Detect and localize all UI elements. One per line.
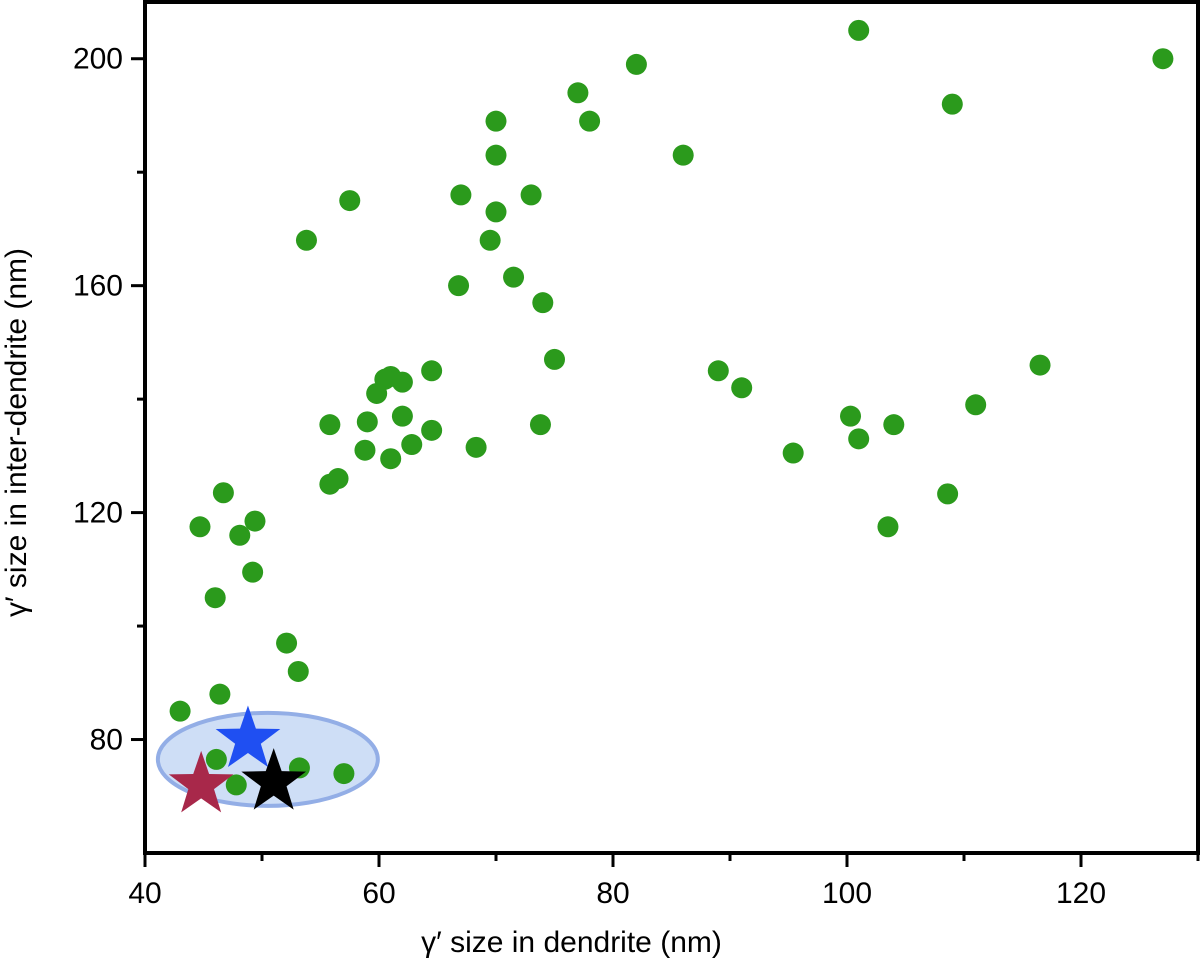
data-point	[782, 442, 804, 464]
data-point	[941, 93, 963, 115]
data-point	[840, 405, 862, 427]
star-marker-1	[215, 705, 281, 768]
data-point	[356, 411, 378, 433]
data-point	[848, 19, 870, 41]
data-point	[354, 439, 376, 461]
y-tick-label: 120	[73, 497, 123, 530]
data-point	[848, 428, 870, 450]
x-axis-label: γ′ size in dendrite (nm)	[421, 926, 722, 959]
data-point	[485, 144, 507, 166]
data-point	[544, 348, 565, 370]
data-point	[229, 524, 251, 546]
data-point	[244, 510, 266, 532]
data-point	[520, 184, 542, 206]
x-tick-label: 120	[1056, 877, 1106, 910]
data-point	[625, 53, 647, 75]
data-point	[225, 774, 247, 796]
x-tick-label: 100	[822, 877, 872, 910]
data-point	[450, 184, 472, 206]
star-marker-3	[241, 748, 307, 810]
data-point	[380, 448, 402, 470]
data-point	[532, 292, 554, 314]
data-point	[366, 382, 388, 404]
data-point	[529, 414, 551, 436]
y-axis-ticks: 80 120 160 200	[73, 43, 145, 757]
data-point	[287, 660, 309, 682]
data-point	[567, 82, 589, 104]
data-point	[319, 414, 341, 436]
y-tick-label: 200	[73, 43, 123, 76]
data-point	[189, 516, 211, 538]
data-point	[333, 763, 355, 785]
data-point	[731, 377, 753, 399]
data-point	[169, 700, 191, 722]
highlight-stars	[168, 705, 307, 813]
data-point	[391, 371, 413, 393]
data-point	[276, 632, 298, 654]
data-point	[421, 419, 443, 441]
data-point	[479, 229, 501, 251]
data-point	[204, 587, 226, 609]
data-point	[295, 229, 317, 251]
data-point	[937, 483, 959, 505]
data-point	[877, 516, 899, 538]
x-tick-label: 80	[596, 877, 629, 910]
data-point	[209, 683, 231, 705]
data-point	[1152, 48, 1174, 70]
data-point	[485, 110, 507, 132]
data-point	[465, 436, 487, 458]
x-tick-label: 40	[128, 877, 161, 910]
y-tick-label: 160	[73, 270, 123, 303]
data-point	[212, 482, 234, 504]
data-point	[421, 360, 443, 382]
data-point	[448, 275, 470, 297]
data-point	[391, 405, 413, 427]
data-point	[1029, 354, 1051, 376]
data-point	[672, 144, 694, 166]
plot-frame	[143, 0, 1200, 855]
data-point	[205, 748, 227, 770]
data-point	[242, 561, 264, 583]
x-axis-ticks: 40 60 80 100 120	[128, 853, 1200, 910]
data-point	[707, 360, 729, 382]
data-point	[485, 201, 507, 223]
data-point	[401, 434, 423, 456]
data-point	[503, 266, 525, 288]
data-points	[169, 19, 1174, 796]
data-point	[883, 414, 905, 436]
star-marker-2	[168, 750, 234, 813]
data-point	[319, 473, 341, 495]
y-tick-label: 80	[90, 724, 123, 757]
data-point	[965, 394, 987, 416]
x-tick-label: 60	[362, 877, 395, 910]
y-axis-label: γ′ size in inter-dendrite (nm)	[0, 248, 33, 617]
data-point	[339, 190, 361, 212]
data-point	[579, 110, 601, 132]
